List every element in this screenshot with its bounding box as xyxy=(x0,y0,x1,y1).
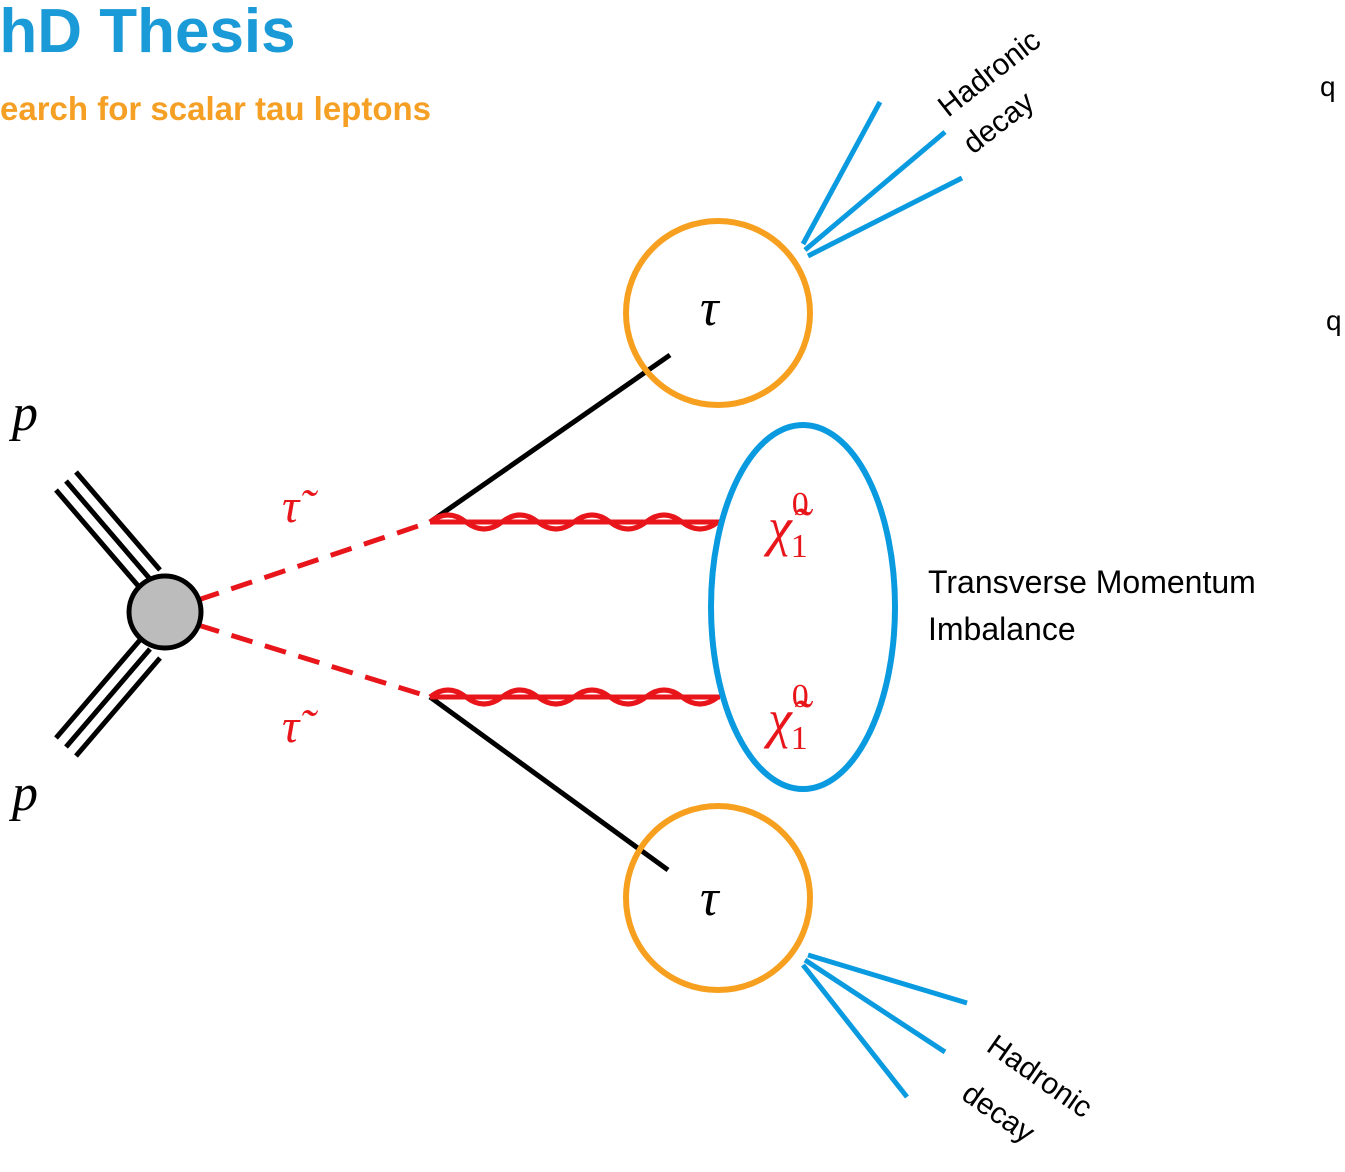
sub: 1 xyxy=(791,528,808,565)
vertex xyxy=(129,576,201,648)
side-label: q xyxy=(1326,305,1342,336)
side-label: q xyxy=(1320,71,1336,102)
stau-label: τ̃ xyxy=(282,480,318,533)
met-label: Imbalance xyxy=(928,611,1076,647)
slide: PhD Thesis Search for scalar tau leptons… xyxy=(0,0,1345,1172)
tau-label: τ xyxy=(700,870,721,927)
tau-lines xyxy=(430,355,670,870)
proton-label: p xyxy=(8,765,38,822)
sub: 1 xyxy=(791,720,808,757)
stau-lines xyxy=(198,522,430,697)
neutralino-lines xyxy=(430,515,720,704)
sup: 0 xyxy=(792,486,809,523)
subtitle: Search for scalar tau leptons xyxy=(0,90,431,127)
proton-label: p xyxy=(8,385,38,442)
tau-label: τ xyxy=(700,280,721,337)
stau-label: τ̃ xyxy=(282,700,318,753)
title: PhD Thesis xyxy=(0,0,296,66)
met-label: Transverse Momentum xyxy=(928,564,1256,600)
sup: 0 xyxy=(792,678,809,715)
